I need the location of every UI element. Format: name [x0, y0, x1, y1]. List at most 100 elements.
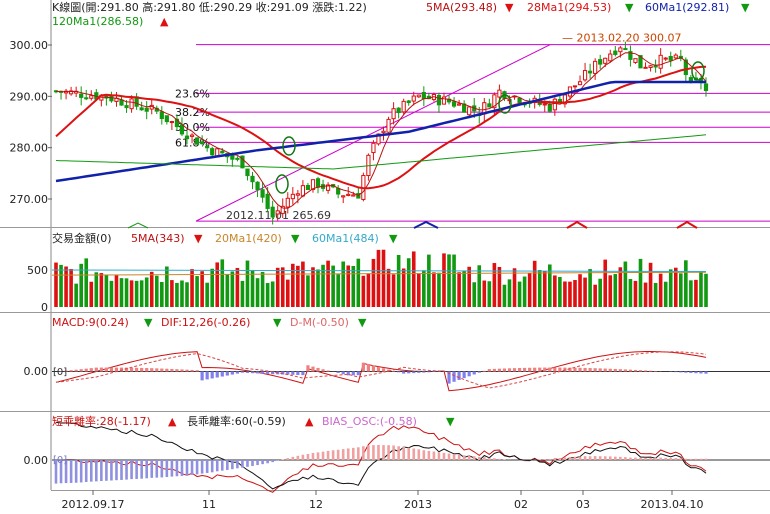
volume-bar [134, 280, 139, 307]
bias-osc-bar [100, 460, 103, 482]
bias-osc-bar [679, 458, 683, 460]
candle-body [124, 105, 129, 109]
bias-osc-bar [336, 449, 340, 460]
volume-bar [94, 272, 99, 307]
macd-histogram-bar [129, 367, 134, 372]
bias-osc-bar [215, 460, 219, 472]
bias-osc-bar [145, 460, 148, 479]
volume-bar [205, 282, 209, 307]
macd-histogram-bar [704, 371, 708, 374]
bias-osc-bar [311, 452, 315, 460]
bias-osc-legend: BIAS_OSC:(-0.58) [322, 415, 417, 428]
volume-bar [185, 282, 189, 307]
volume-bar [195, 276, 199, 307]
volume-bar [648, 262, 653, 307]
macd-histogram-bar [376, 366, 381, 372]
candle-body [497, 89, 502, 98]
bias-zero-label: 0.00 [24, 454, 49, 467]
bias-osc-bar [593, 456, 597, 460]
candle-body [391, 108, 396, 120]
bias-osc-bar [54, 460, 58, 484]
macd-histogram-bar [99, 367, 103, 372]
macd-histogram-bar [104, 367, 108, 372]
bias-osc-bar [286, 458, 290, 460]
macd-histogram-bar [160, 368, 164, 372]
macd-histogram-bar [412, 371, 416, 374]
volume-bar [180, 280, 184, 307]
volume-bar [64, 266, 68, 307]
volume-bar [588, 269, 592, 307]
bias-osc-bar [392, 445, 395, 460]
volume-tick-label: 0 [41, 301, 48, 314]
bias-osc-bar [110, 460, 113, 481]
candle-body [608, 53, 613, 62]
bias-osc-bar [165, 460, 169, 478]
volume-bar [331, 265, 335, 307]
volume-bar [210, 268, 215, 307]
vol-ma60-arrow: ▼ [389, 232, 398, 245]
volume-bar [442, 253, 446, 307]
candle-body [310, 179, 316, 190]
volume-bar [452, 254, 456, 307]
macd-histogram-bar [487, 369, 491, 372]
bias-osc-bar [452, 454, 456, 460]
bias-osc-bar [397, 446, 400, 460]
volume-bar [487, 281, 492, 307]
ma5-line [55, 52, 707, 209]
vol-ma20-legend: 20Ma1(420) [215, 232, 282, 245]
bias-osc-bar [306, 453, 310, 460]
macd-histogram-bar [180, 369, 184, 372]
volume-tick-label: 500 [27, 264, 48, 277]
candle-body [89, 95, 94, 99]
bias-osc-bar [130, 460, 133, 480]
dif-line [55, 351, 707, 392]
macd-histogram-bar [477, 371, 481, 373]
candle-body [255, 181, 260, 191]
bias-osc-bar [316, 452, 320, 460]
macd-histogram-bar [190, 369, 194, 372]
volume-bar [537, 270, 542, 307]
macd-histogram-bar [694, 371, 698, 374]
bias-osc-bar [105, 460, 108, 481]
bias-osc-bar [624, 457, 627, 460]
candle-body [371, 142, 376, 154]
macd-arrow: ▼ [144, 316, 153, 329]
volume-bar [285, 279, 290, 307]
macd-histogram-bar [200, 371, 204, 381]
volume-bar [230, 271, 235, 307]
bias-osc-bar [372, 445, 375, 460]
macd-histogram-bar [517, 367, 522, 372]
macd-histogram-bar [467, 371, 471, 377]
volume-bar [618, 267, 623, 307]
candle-body [638, 55, 643, 69]
bias-zero-marker: [0] [53, 455, 67, 466]
candle-body [280, 205, 285, 214]
candle-body [633, 58, 638, 63]
dif-legend: DIF:12,26(-0.26) [161, 316, 250, 329]
volume-bar [583, 277, 587, 307]
macd-histogram-bar [84, 368, 88, 372]
bias-osc-bar [659, 457, 662, 460]
bias-osc-bar [472, 456, 476, 460]
volume-bar [366, 273, 371, 307]
macd-histogram-bar [573, 367, 577, 372]
candle-body [492, 94, 497, 109]
volume-bar [628, 279, 633, 307]
macd-histogram-bar [205, 371, 209, 380]
bias-short-legend: 短乖離率:28(-1.17) [52, 414, 151, 428]
macd-histogram-bar [140, 367, 144, 372]
bias-osc-bar [326, 450, 330, 460]
bias-osc-bar [568, 457, 572, 460]
macd-histogram-bar [114, 367, 119, 372]
candle-body [164, 115, 169, 123]
volume-bar [381, 249, 386, 307]
macd-histogram-bar [674, 371, 678, 373]
volume-bar [613, 274, 618, 307]
bias-osc-bar [407, 447, 411, 460]
bias-osc-bar [301, 454, 305, 460]
volume-bar [447, 254, 451, 307]
bias-osc-bar [422, 450, 426, 460]
macd-histogram-bar [699, 371, 703, 374]
volume-bar [336, 274, 340, 307]
bias-osc-bar [89, 460, 93, 482]
